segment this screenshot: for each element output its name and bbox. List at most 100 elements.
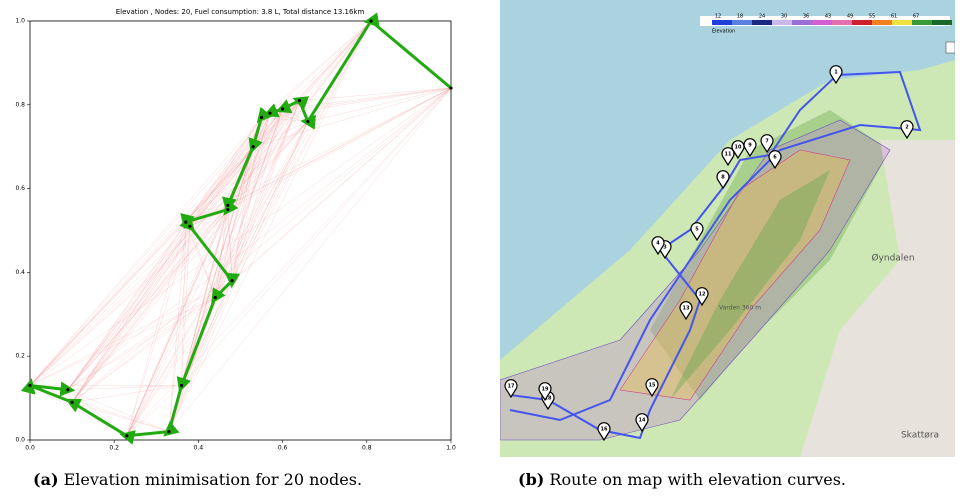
marker-label: 15 xyxy=(649,383,656,389)
caption-label: (a) xyxy=(33,470,59,489)
node xyxy=(28,384,31,387)
edge xyxy=(30,88,451,385)
legend-swatch xyxy=(852,20,872,25)
edge xyxy=(169,113,270,431)
edge xyxy=(30,122,308,386)
edge xyxy=(72,402,169,431)
edge xyxy=(169,21,371,432)
chart: Elevation , Nodes: 20, Fuel consumption:… xyxy=(0,0,470,460)
legend-label: 55 xyxy=(869,14,875,20)
node xyxy=(369,19,372,22)
edge xyxy=(215,88,451,298)
edge xyxy=(72,386,181,403)
legend-label: 18 xyxy=(737,14,743,20)
legend-swatch xyxy=(832,20,852,25)
fullscreen-button[interactable] xyxy=(946,42,955,53)
edge xyxy=(182,88,451,385)
node xyxy=(125,434,128,437)
x-tick-label: 0.8 xyxy=(362,445,372,452)
place-label: Skattøra xyxy=(901,431,939,441)
marker-label: 5 xyxy=(695,227,699,233)
node xyxy=(268,112,271,115)
edge xyxy=(68,222,186,390)
node xyxy=(230,279,233,282)
edge xyxy=(72,210,228,403)
x-tick-label: 0.6 xyxy=(278,445,288,452)
node xyxy=(167,430,170,433)
x-tick-label: 0.4 xyxy=(194,445,204,452)
place-label: Øyndalen xyxy=(871,253,914,264)
legend-label: 67 xyxy=(913,14,919,20)
caption: (b) Route on map with elevation curves. xyxy=(518,470,846,489)
edge xyxy=(169,101,300,432)
legend-swatch xyxy=(812,20,832,25)
chart-title: Elevation , Nodes: 20, Fuel consumption:… xyxy=(116,8,365,16)
edge xyxy=(186,88,451,222)
x-tick-label: 1.0 xyxy=(446,445,456,452)
edge xyxy=(190,21,371,226)
place-label: Varden 360 m xyxy=(719,305,761,312)
edge xyxy=(68,298,215,390)
y-tick-label: 1.0 xyxy=(15,18,25,25)
marker-label: 14 xyxy=(639,418,646,424)
legend-swatch xyxy=(792,20,812,25)
caption-text: Elevation minimisation for 20 nodes. xyxy=(64,470,362,489)
legend-swatch xyxy=(932,20,952,25)
legend-swatch xyxy=(892,20,912,25)
y-tick-label: 0.2 xyxy=(15,353,25,360)
marker-label: 19 xyxy=(542,387,549,393)
edge xyxy=(232,117,261,280)
legend-label: 36 xyxy=(803,14,809,20)
edge xyxy=(228,88,451,210)
marker-label: 17 xyxy=(508,384,515,390)
marker-label: 11 xyxy=(725,152,732,158)
node xyxy=(66,388,69,391)
edge xyxy=(127,117,262,435)
legend-title: Elevation xyxy=(712,29,735,35)
legend-swatch xyxy=(712,20,732,25)
node xyxy=(226,204,229,207)
legend-swatch xyxy=(912,20,932,25)
node xyxy=(184,221,187,224)
legend-label: 30 xyxy=(781,14,787,20)
marker-label: 12 xyxy=(699,292,706,298)
marker-label: 9 xyxy=(748,143,752,149)
legend-label: 24 xyxy=(759,14,765,20)
edge xyxy=(169,281,232,432)
legend-swatch xyxy=(752,20,772,25)
y-tick-label: 0.4 xyxy=(15,269,25,276)
legend-label: 49 xyxy=(847,14,853,20)
marker-label: 10 xyxy=(735,145,742,151)
caption-label: (b) xyxy=(518,470,544,489)
node xyxy=(252,145,255,148)
node xyxy=(71,401,74,404)
edge xyxy=(299,21,371,101)
edge xyxy=(169,122,308,432)
node xyxy=(188,225,191,228)
edge xyxy=(30,101,299,386)
node xyxy=(180,384,183,387)
edge xyxy=(190,226,215,297)
node xyxy=(298,99,301,102)
edge xyxy=(72,222,186,402)
node xyxy=(306,120,309,123)
edge xyxy=(169,88,451,432)
marker-label: 6 xyxy=(773,155,777,161)
edge xyxy=(30,205,228,385)
marker-label: 13 xyxy=(683,306,690,312)
page: Elevation , Nodes: 20, Fuel consumption:… xyxy=(0,0,964,501)
marker-label: 8 xyxy=(721,175,725,181)
caption: (a) Elevation minimisation for 20 nodes. xyxy=(33,470,362,489)
y-tick-label: 0.0 xyxy=(15,437,25,444)
edge xyxy=(30,113,270,385)
legend-label: 43 xyxy=(825,14,831,20)
edge xyxy=(68,122,308,390)
edge xyxy=(127,88,451,436)
y-tick-label: 0.8 xyxy=(15,101,25,108)
node xyxy=(260,116,263,119)
marker-label: 4 xyxy=(656,241,660,247)
legend-label: 61 xyxy=(891,14,897,20)
legend-swatch xyxy=(872,20,892,25)
x-tick-label: 0.0 xyxy=(25,445,35,452)
